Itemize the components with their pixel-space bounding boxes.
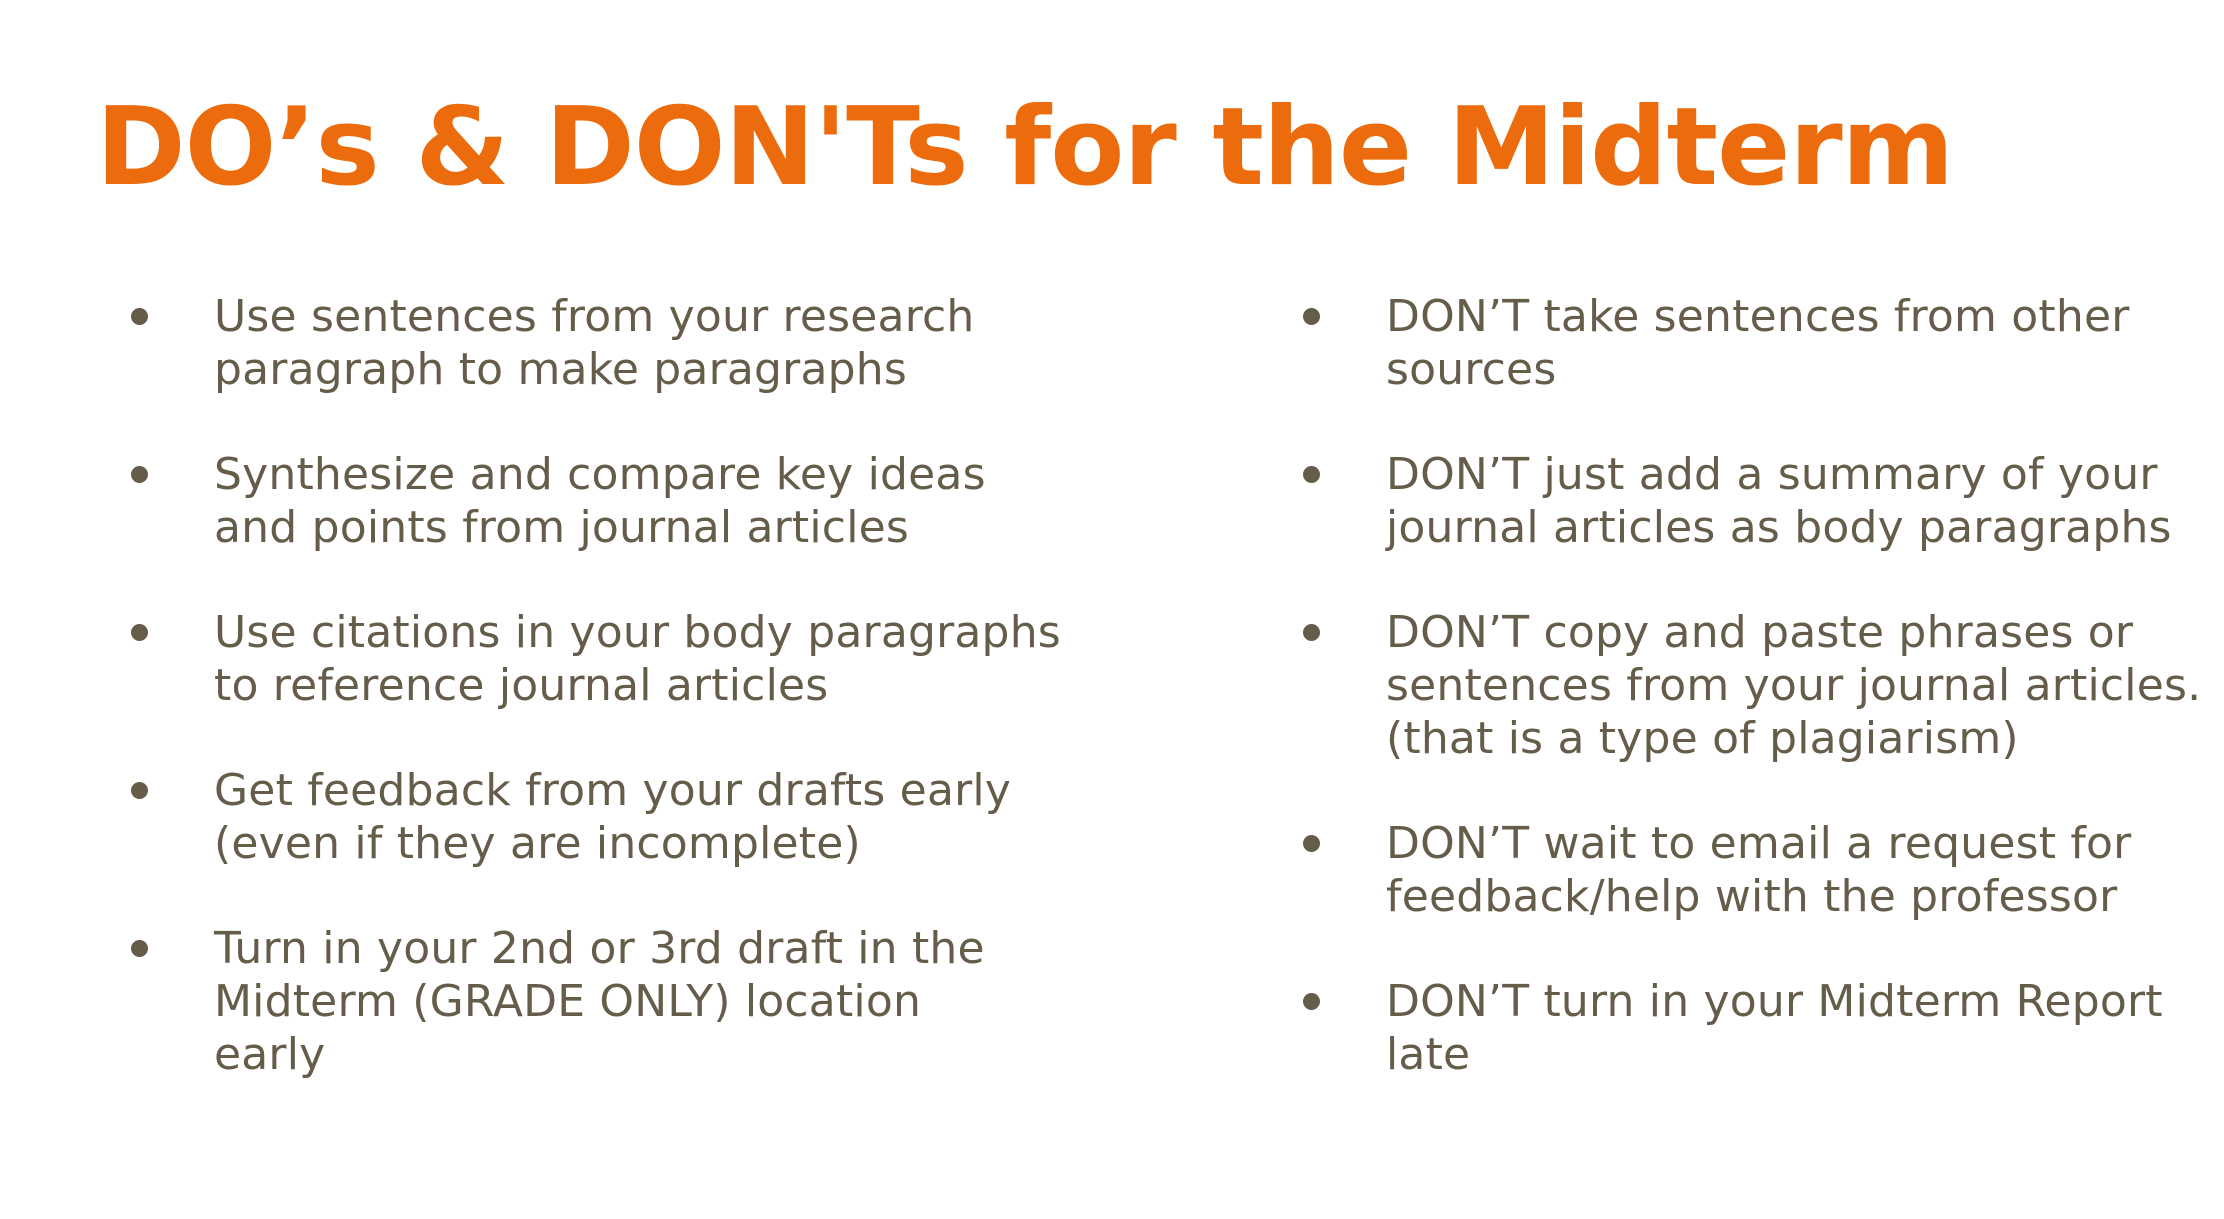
item-line: DON’T take sentences from other	[1386, 291, 2130, 342]
item-line: paragraph to make paragraphs	[214, 344, 907, 395]
bullet-icon	[1303, 624, 1320, 641]
item-line: Use citations in your body paragraphs	[214, 607, 1061, 658]
bullet-icon	[131, 782, 148, 799]
item-line: Synthesize and compare key ideas	[214, 449, 986, 500]
item-line: sentences from your journal articles.	[1386, 660, 2202, 711]
item-line: Turn in your 2nd or 3rd draft in the	[214, 923, 985, 974]
item-line: late	[1386, 1029, 1471, 1080]
bullet-icon	[1303, 308, 1320, 325]
donts-item: DON’T turn in your Midterm Report late	[1300, 975, 2210, 1081]
item-line: Use sentences from your research	[214, 291, 975, 342]
bullet-icon	[131, 624, 148, 641]
item-line: DON’T wait to email a request for	[1386, 818, 2132, 869]
donts-item: DON’T wait to email a request for feedba…	[1300, 817, 2210, 923]
item-line: feedback/help with the professor	[1386, 871, 2118, 922]
item-line: DON’T just add a summary of your	[1386, 449, 2158, 500]
item-line: DON’T copy and paste phrases or	[1386, 607, 2134, 658]
item-line: Midterm (GRADE ONLY) location	[214, 976, 922, 1027]
donts-item: DON’T take sentences from other sources	[1300, 290, 2210, 396]
donts-list: DON’T take sentences from other sources …	[1300, 290, 2210, 1133]
dos-item: Get feedback from your drafts early (eve…	[128, 764, 1108, 870]
slide-title: DO’s & DON'Ts for the Midterm	[96, 85, 1954, 210]
bullet-icon	[131, 940, 148, 957]
bullet-icon	[1303, 466, 1320, 483]
item-line: (even if they are incomplete)	[214, 818, 861, 869]
item-line: Get feedback from your drafts early	[214, 765, 1012, 816]
item-line: to reference journal articles	[214, 660, 829, 711]
dos-item: Use sentences from your research paragra…	[128, 290, 1108, 396]
item-line: and points from journal articles	[214, 502, 910, 553]
dos-item: Use citations in your body paragraphs to…	[128, 606, 1108, 712]
dos-list: Use sentences from your research paragra…	[128, 290, 1108, 1133]
dos-item: Turn in your 2nd or 3rd draft in the Mid…	[128, 922, 1108, 1081]
bullet-icon	[131, 466, 148, 483]
item-line: DON’T turn in your Midterm Report	[1386, 976, 2163, 1027]
item-line: sources	[1386, 344, 1557, 395]
bullet-icon	[1303, 993, 1320, 1010]
donts-item: DON’T just add a summary of your journal…	[1300, 448, 2210, 554]
item-line: (that is a type of plagiarism)	[1386, 713, 2019, 764]
item-line: journal articles as body paragraphs	[1386, 502, 2172, 553]
bullet-icon	[131, 308, 148, 325]
donts-item: DON’T copy and paste phrases or sentence…	[1300, 606, 2210, 765]
bullet-icon	[1303, 835, 1320, 852]
item-line: early	[214, 1029, 326, 1080]
dos-item: Synthesize and compare key ideas and poi…	[128, 448, 1108, 554]
